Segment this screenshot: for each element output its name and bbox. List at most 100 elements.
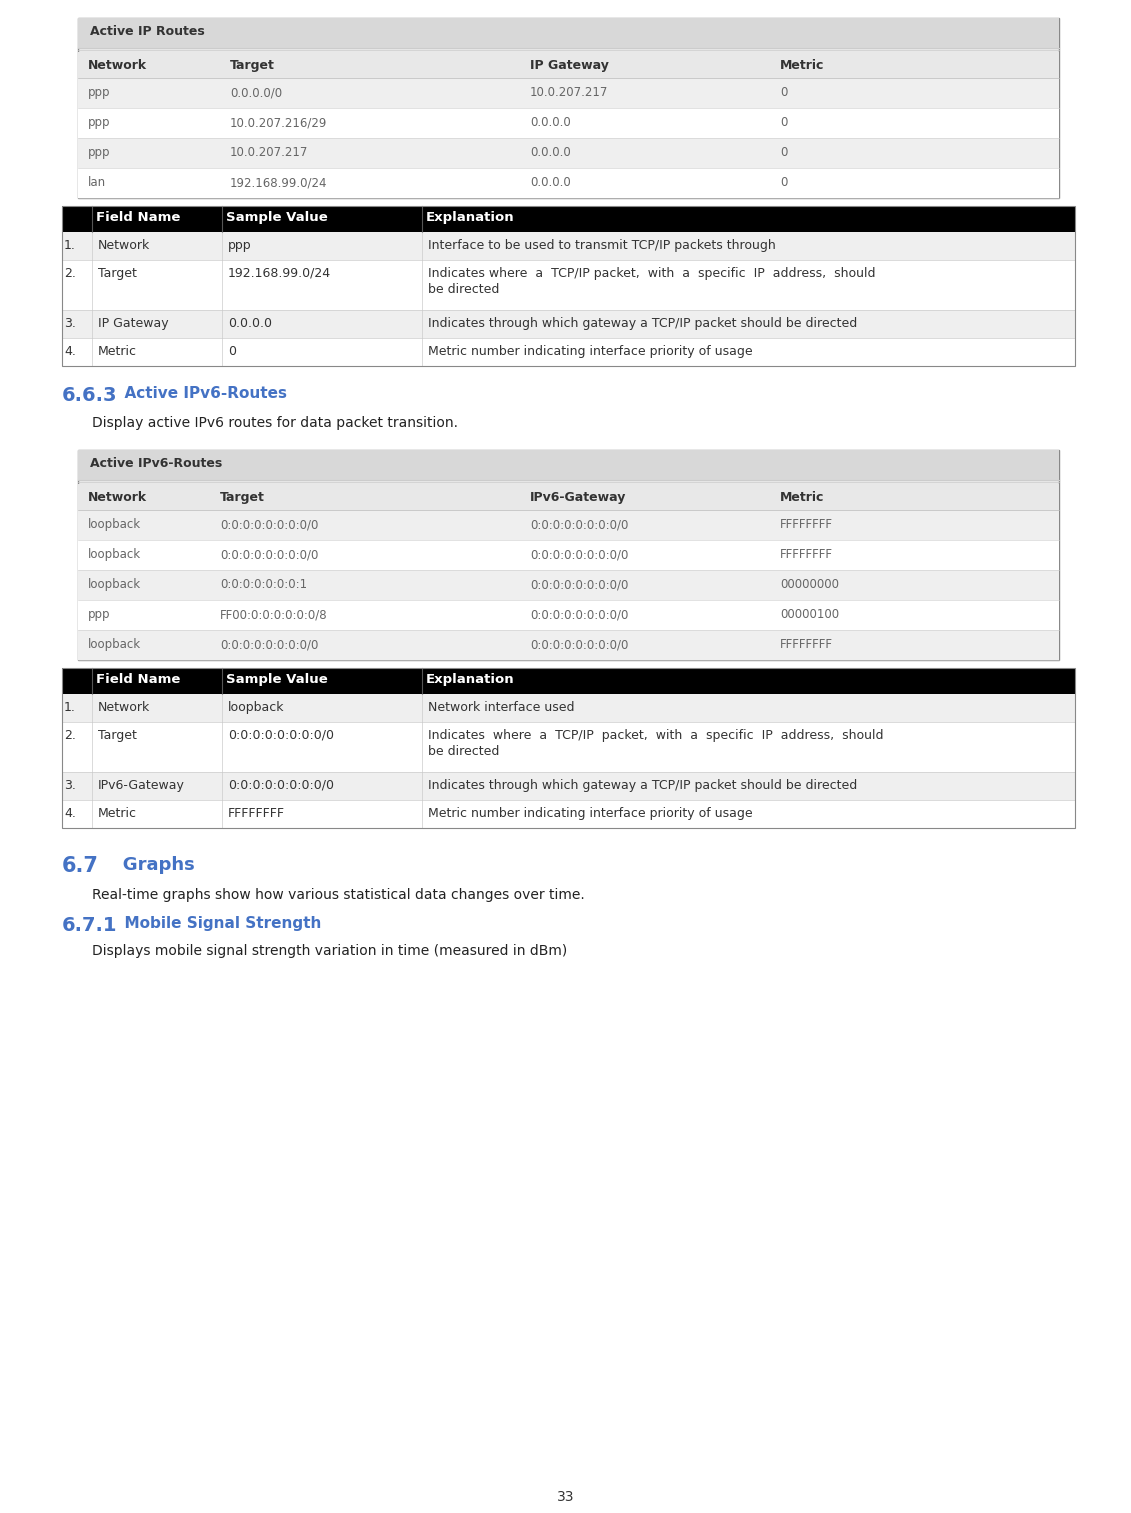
Text: 192.168.99.0/24: 192.168.99.0/24 — [230, 176, 328, 189]
Bar — [78, 510, 1059, 540]
Text: Metric: Metric — [98, 806, 137, 820]
Text: Network: Network — [98, 239, 150, 253]
Text: 0:0:0:0:0:0:0:0/0: 0:0:0:0:0:0:0:0/0 — [221, 548, 318, 561]
Text: Metric number indicating interface priority of usage: Metric number indicating interface prior… — [428, 806, 752, 820]
Text: Network: Network — [88, 492, 147, 504]
Text: 6.6.3: 6.6.3 — [62, 386, 118, 405]
Text: ppp: ppp — [88, 86, 111, 98]
Text: FFFFFFFF: FFFFFFFF — [780, 548, 834, 561]
Text: Target: Target — [230, 59, 275, 73]
Text: Target: Target — [98, 266, 137, 280]
Bar — [62, 669, 1074, 694]
Text: ppp: ppp — [88, 608, 111, 620]
Text: 1.: 1. — [64, 239, 76, 253]
Text: Network interface used: Network interface used — [428, 701, 575, 714]
Text: 0:0:0:0:0:0:0:0/0: 0:0:0:0:0:0:0:0/0 — [530, 578, 629, 592]
Bar — [78, 79, 1059, 107]
Bar — [62, 310, 1074, 337]
Text: Target: Target — [98, 729, 137, 741]
Text: be directed: be directed — [428, 744, 500, 758]
Text: 4.: 4. — [64, 806, 76, 820]
Bar — [78, 629, 1059, 660]
Text: 0.0.0.0/0: 0.0.0.0/0 — [230, 86, 282, 98]
Text: 2.: 2. — [64, 266, 76, 280]
Text: 3.: 3. — [64, 779, 76, 791]
Bar — [62, 694, 1074, 722]
Text: Real-time graphs show how various statistical data changes over time.: Real-time graphs show how various statis… — [92, 888, 585, 902]
Text: IP Gateway: IP Gateway — [98, 318, 169, 330]
Text: IP Gateway: IP Gateway — [530, 59, 608, 73]
Bar — [62, 231, 1074, 260]
Text: IPv6-Gateway: IPv6-Gateway — [98, 779, 184, 791]
Bar — [62, 337, 1074, 366]
Bar — [78, 51, 1059, 79]
Bar — [78, 107, 1059, 138]
Text: Metric: Metric — [780, 59, 824, 73]
Text: Sample Value: Sample Value — [226, 673, 328, 685]
Text: 0: 0 — [780, 176, 787, 189]
Text: Mobile Signal Strength: Mobile Signal Strength — [114, 915, 321, 930]
Text: 0: 0 — [228, 345, 236, 359]
Text: Indicates through which gateway a TCP/IP packet should be directed: Indicates through which gateway a TCP/IP… — [428, 318, 857, 330]
Text: IPv6-Gateway: IPv6-Gateway — [530, 492, 627, 504]
Text: loopback: loopback — [88, 517, 141, 531]
Text: ppp: ppp — [88, 117, 111, 129]
Bar — [78, 18, 1059, 48]
Text: Field Name: Field Name — [96, 673, 180, 685]
Text: FFFFFFFF: FFFFFFFF — [780, 517, 834, 531]
Text: Explanation: Explanation — [426, 673, 515, 685]
Text: Indicates  where  a  TCP/IP  packet,  with  a  specific  IP  address,  should: Indicates where a TCP/IP packet, with a … — [428, 729, 883, 741]
Text: Indicates through which gateway a TCP/IP packet should be directed: Indicates through which gateway a TCP/IP… — [428, 779, 857, 791]
Text: 0.0.0.0: 0.0.0.0 — [530, 145, 571, 159]
Bar — [78, 18, 1059, 198]
Text: 6.7.1: 6.7.1 — [62, 915, 118, 935]
Text: Active IPv6-Routes: Active IPv6-Routes — [90, 457, 223, 471]
Text: 4.: 4. — [64, 345, 76, 359]
Text: FFFFFFFF: FFFFFFFF — [228, 806, 285, 820]
Text: 0.0.0.0: 0.0.0.0 — [530, 176, 571, 189]
Text: 0:0:0:0:0:0:0:0/0: 0:0:0:0:0:0:0:0/0 — [530, 548, 629, 561]
Text: ppp: ppp — [88, 145, 111, 159]
Text: 33: 33 — [556, 1490, 575, 1504]
Text: 0:0:0:0:0:0:0:0/0: 0:0:0:0:0:0:0:0/0 — [228, 729, 334, 741]
Text: Display active IPv6 routes for data packet transition.: Display active IPv6 routes for data pack… — [92, 416, 458, 430]
Text: loopback: loopback — [88, 548, 141, 561]
Text: 10.0.207.217: 10.0.207.217 — [530, 86, 608, 98]
Text: 0:0:0:0:0:0:0:0/0: 0:0:0:0:0:0:0:0/0 — [530, 517, 629, 531]
Bar — [78, 540, 1059, 570]
Text: Indicates where  a  TCP/IP packet,  with  a  specific  IP  address,  should: Indicates where a TCP/IP packet, with a … — [428, 266, 875, 280]
Text: Network: Network — [98, 701, 150, 714]
Bar — [78, 138, 1059, 168]
Bar — [62, 722, 1074, 772]
Text: 00000000: 00000000 — [780, 578, 839, 592]
Text: 3.: 3. — [64, 318, 76, 330]
Text: Target: Target — [221, 492, 265, 504]
Bar — [78, 449, 1059, 660]
Bar — [62, 206, 1074, 231]
Bar — [62, 206, 1074, 366]
Text: 10.0.207.216/29: 10.0.207.216/29 — [230, 117, 327, 129]
Text: 0:0:0:0:0:0:0:0/0: 0:0:0:0:0:0:0:0/0 — [530, 638, 629, 651]
Bar — [62, 800, 1074, 828]
Text: 6.7: 6.7 — [62, 856, 98, 876]
Text: FFFFFFFF: FFFFFFFF — [780, 638, 834, 651]
Text: 2.: 2. — [64, 729, 76, 741]
Bar — [78, 449, 1059, 480]
Text: Interface to be used to transmit TCP/IP packets through: Interface to be used to transmit TCP/IP … — [428, 239, 776, 253]
Bar — [78, 484, 1059, 510]
Text: 0:0:0:0:0:0:0:0/0: 0:0:0:0:0:0:0:0/0 — [221, 517, 318, 531]
Text: Sample Value: Sample Value — [226, 210, 328, 224]
Text: 0: 0 — [780, 86, 787, 98]
Bar — [78, 601, 1059, 629]
Text: Network: Network — [88, 59, 147, 73]
Text: Active IPv6-Routes: Active IPv6-Routes — [114, 386, 287, 401]
Text: 192.168.99.0/24: 192.168.99.0/24 — [228, 266, 331, 280]
Text: Active IP Routes: Active IP Routes — [90, 26, 205, 38]
Text: 10.0.207.217: 10.0.207.217 — [230, 145, 309, 159]
Text: Explanation: Explanation — [426, 210, 515, 224]
Text: 0.0.0.0: 0.0.0.0 — [530, 117, 571, 129]
Text: 0: 0 — [780, 145, 787, 159]
Bar — [62, 772, 1074, 800]
Text: loopback: loopback — [228, 701, 285, 714]
Text: Field Name: Field Name — [96, 210, 180, 224]
